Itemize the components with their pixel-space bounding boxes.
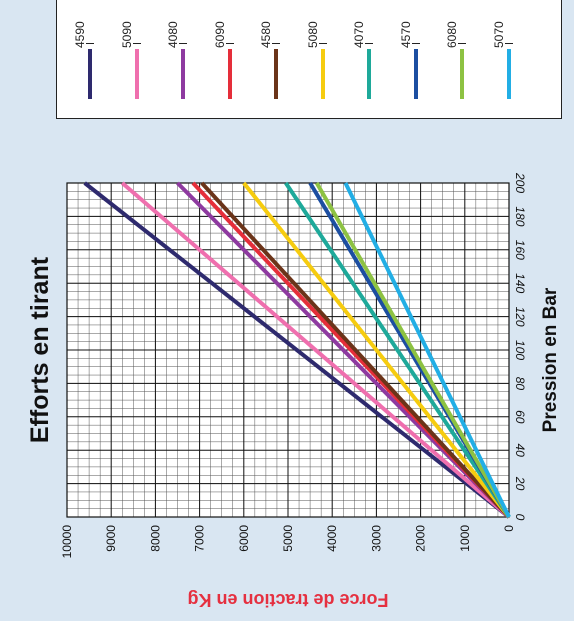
legend-swatch bbox=[274, 49, 278, 99]
legend-swatch bbox=[460, 49, 464, 99]
x-tick-label: 100 bbox=[513, 340, 527, 360]
x-tick-label: 60 bbox=[513, 410, 527, 424]
series-line-6080 bbox=[314, 182, 511, 518]
series-line-4590 bbox=[83, 181, 511, 519]
legend-swatch bbox=[367, 49, 371, 99]
legend-item: 4580 bbox=[255, 0, 299, 119]
legend-tick bbox=[179, 43, 187, 44]
x-tick-label: 120 bbox=[513, 307, 527, 327]
legend-item: 4570 bbox=[395, 0, 439, 119]
legend-tick bbox=[272, 43, 280, 44]
y-tick-label: 6000 bbox=[237, 525, 251, 552]
x-tick-label: 40 bbox=[513, 444, 527, 458]
y-tick-label: 10000 bbox=[60, 525, 74, 559]
series-line-4580 bbox=[200, 181, 511, 519]
y-tick-label: 3000 bbox=[369, 525, 383, 552]
x-tick-label: 80 bbox=[513, 377, 527, 391]
legend: 4590 5090 4080 6090 4580 5080 4070 4570 6080 5070 bbox=[56, 0, 562, 119]
series-line-4070 bbox=[284, 181, 511, 519]
legend-item: 4070 bbox=[348, 0, 392, 119]
x-tick-label: 200 bbox=[513, 172, 527, 193]
x-tick-label: 0 bbox=[513, 514, 527, 521]
legend-tick bbox=[225, 43, 234, 44]
x-axis-label: Pression en Bar bbox=[540, 287, 561, 432]
y-tick-label: 1000 bbox=[458, 525, 472, 552]
legend-tick bbox=[504, 43, 513, 44]
legend-item: 5070 bbox=[488, 0, 532, 119]
legend-item: 5090 bbox=[116, 0, 160, 119]
chart-title: Efforts en tirant bbox=[26, 256, 54, 443]
legend-tick bbox=[365, 43, 373, 44]
y-tick-label: 5000 bbox=[281, 525, 295, 552]
y-tick-label: 9000 bbox=[104, 525, 118, 552]
legend-item: 5080 bbox=[302, 0, 346, 119]
legend-swatch bbox=[227, 49, 232, 99]
legend-item: 6080 bbox=[441, 0, 485, 119]
legend-tick bbox=[132, 43, 141, 44]
legend-tick bbox=[318, 43, 327, 44]
x-tick-label: 180 bbox=[513, 206, 527, 226]
legend-tick bbox=[86, 43, 94, 44]
legend-swatch bbox=[506, 49, 511, 99]
legend-swatch bbox=[134, 49, 139, 99]
x-tick-label: 160 bbox=[513, 240, 527, 260]
y-axis-label: Force de traction en Kg bbox=[187, 590, 388, 610]
legend-swatch bbox=[413, 49, 418, 99]
legend-item: 4590 bbox=[69, 0, 113, 119]
x-tick-label: 20 bbox=[513, 476, 527, 491]
legend-tick bbox=[411, 43, 420, 44]
series-line-5090 bbox=[120, 181, 511, 519]
legend-swatch bbox=[88, 49, 92, 99]
legend-item: 6090 bbox=[209, 0, 253, 119]
series-line-5070 bbox=[343, 182, 511, 518]
legend-swatch bbox=[181, 49, 185, 99]
y-tick-label: 2000 bbox=[414, 525, 428, 552]
y-tick-label: 0 bbox=[502, 525, 516, 532]
series-line-5080 bbox=[242, 181, 511, 519]
x-tick-label: 140 bbox=[513, 273, 527, 293]
legend-swatch bbox=[320, 49, 325, 99]
legend-tick bbox=[458, 43, 466, 44]
y-tick-label: 4000 bbox=[325, 525, 339, 552]
y-tick-label: 7000 bbox=[193, 525, 207, 552]
legend-item: 4080 bbox=[162, 0, 206, 119]
y-tick-label: 8000 bbox=[148, 525, 162, 552]
